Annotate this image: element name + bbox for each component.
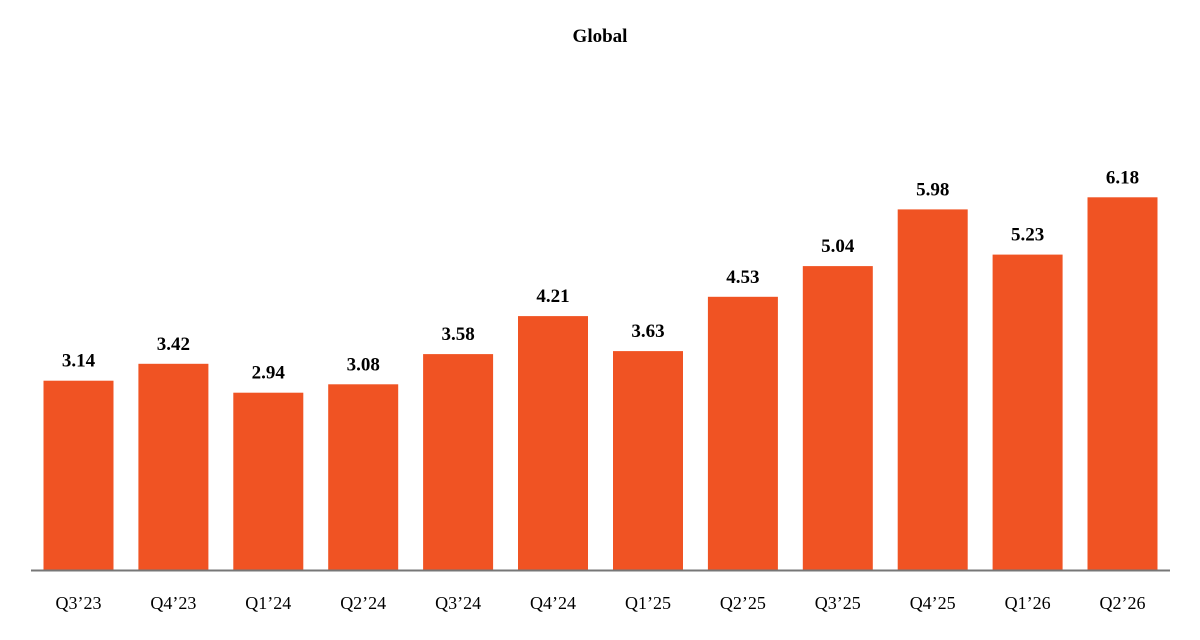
- x-tick-label-0: Q3’23: [56, 593, 102, 613]
- x-tick-label-8: Q3’25: [815, 593, 861, 613]
- bar-7: [707, 296, 778, 570]
- x-tick-label-1: Q4’23: [150, 593, 196, 613]
- bar-value-label-7: 4.53: [726, 267, 759, 288]
- bar-value-label-10: 5.23: [1011, 225, 1044, 246]
- bar-value-label-9: 5.98: [916, 179, 949, 200]
- x-tick-label-9: Q4’25: [910, 593, 956, 613]
- bar-6: [613, 351, 683, 570]
- bar-2: [233, 392, 304, 570]
- bar-4: [423, 354, 494, 570]
- bar-value-label-4: 3.58: [441, 324, 474, 345]
- bar-value-label-3: 3.08: [347, 354, 380, 375]
- bar-0: [43, 380, 114, 570]
- bar-value-label-11: 6.18: [1106, 167, 1139, 188]
- bar-3: [328, 384, 399, 570]
- x-tick-label-2: Q1’24: [245, 593, 291, 613]
- bar-8: [802, 266, 873, 570]
- bar-11: [1087, 197, 1158, 571]
- chart-title: Global: [572, 26, 628, 47]
- bar-value-label-1: 3.42: [157, 334, 190, 355]
- x-tick-label-3: Q2’24: [340, 593, 386, 613]
- bar-value-label-8: 5.04: [821, 236, 855, 257]
- bar-value-label-2: 2.94: [252, 363, 286, 384]
- x-tick-label-10: Q1’26: [1005, 593, 1051, 613]
- x-tick-label-7: Q2’25: [720, 593, 766, 613]
- bar-10: [992, 254, 1063, 570]
- bar-value-label-5: 4.21: [536, 286, 569, 307]
- bar-5: [518, 316, 588, 570]
- bar-1: [138, 363, 209, 570]
- bar-9: [897, 209, 968, 570]
- x-tick-label-11: Q2’26: [1100, 593, 1146, 613]
- x-tick-label-6: Q1’25: [625, 593, 671, 613]
- x-tick-label-4: Q3’24: [435, 593, 481, 613]
- x-tick-label-5: Q4’24: [530, 593, 576, 613]
- bar-value-label-6: 3.63: [631, 321, 664, 342]
- bar-value-label-0: 3.14: [62, 351, 96, 372]
